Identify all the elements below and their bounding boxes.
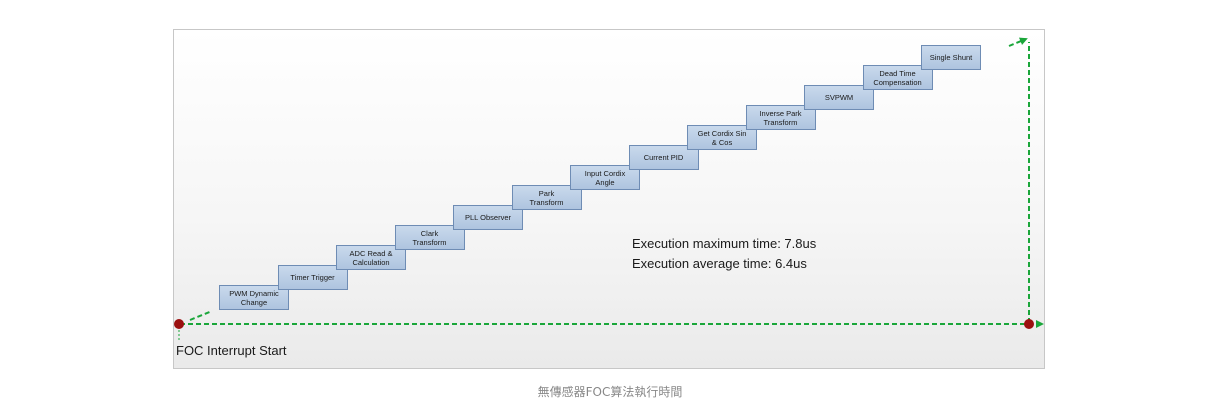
end-arrow <box>1008 37 1028 47</box>
step-dead-time-compensation: Dead Time Compensation <box>862 65 933 90</box>
max-time-text: Execution maximum time: 7.8us <box>632 236 817 251</box>
step-park-transform: Park Transform <box>511 185 582 210</box>
step-pwm-dynamic-change: PWM Dynamic Change <box>219 285 289 310</box>
diagram-frame: PWM Dynamic Change Timer Trigger ADC Rea… <box>173 29 1045 369</box>
step-current-pid: Current PID <box>628 145 699 170</box>
timeline-arrows <box>174 37 1044 340</box>
step-get-cordix-sin-cos: Get Cordix Sin & Cos <box>687 125 757 150</box>
step-single-shunt: Single Shunt <box>921 45 981 70</box>
step-pll-observer: PLL Observer <box>453 205 523 230</box>
step-timer-trigger: Timer Trigger <box>277 265 348 290</box>
step-clark-transform: Clark Transform <box>394 225 465 250</box>
step-input-cordix-angle: Input Cordix Angle <box>570 165 640 190</box>
step-inverse-park-transform: Inverse Park Transform <box>745 105 816 130</box>
step-svpwm: SVPWM <box>804 85 874 110</box>
end-node <box>1024 319 1034 329</box>
avg-time-text: Execution average time: 6.4us <box>632 256 807 271</box>
start-arrow <box>189 310 213 321</box>
foc-interrupt-start-label: FOC Interrupt Start <box>176 343 287 358</box>
step-adc-read-calculation: ADC Read & Calculation <box>336 245 406 270</box>
start-node <box>174 319 184 329</box>
figure-caption: 無傳感器FOC算法執行時間 <box>537 385 683 399</box>
